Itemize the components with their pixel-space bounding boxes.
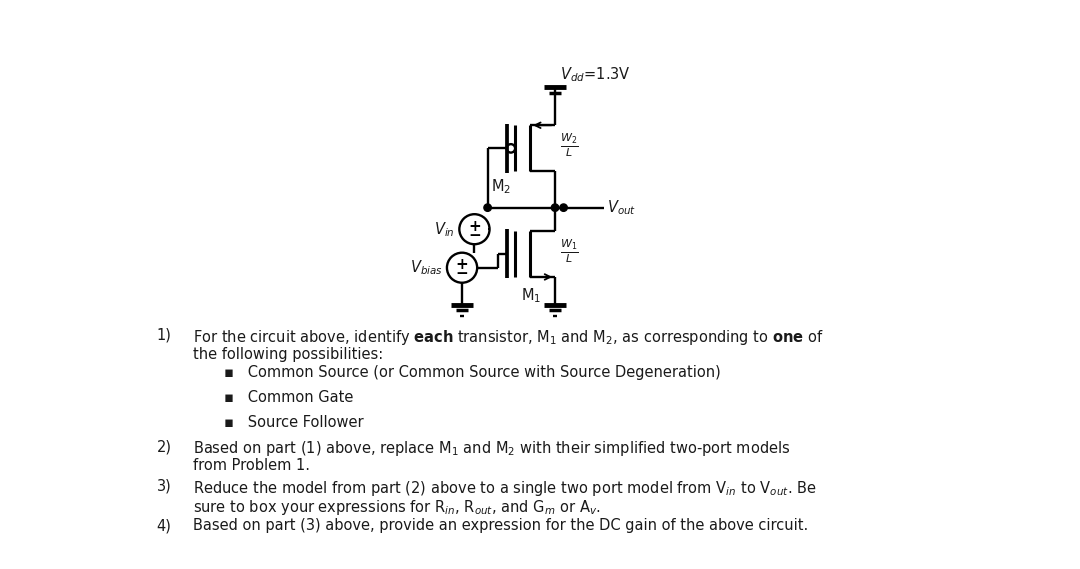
Text: from Problem 1.: from Problem 1. <box>193 458 310 473</box>
Circle shape <box>484 204 491 211</box>
Text: $V_{dd}$=1.3V: $V_{dd}$=1.3V <box>559 65 631 84</box>
Text: 3): 3) <box>157 479 172 494</box>
Text: ▪   Common Gate: ▪ Common Gate <box>225 390 353 405</box>
Text: 4): 4) <box>157 518 172 533</box>
Text: 2): 2) <box>157 439 172 454</box>
Text: sure to box your expressions for R$_{in}$, R$_{out}$, and G$_m$ or A$_v$.: sure to box your expressions for R$_{in}… <box>193 497 600 517</box>
Text: $V_{in}$: $V_{in}$ <box>434 220 455 238</box>
Circle shape <box>551 204 558 211</box>
Text: M$_1$: M$_1$ <box>521 286 541 305</box>
Text: $V_{out}$: $V_{out}$ <box>607 199 636 217</box>
Text: −: − <box>468 228 481 243</box>
Text: Based on part (3) above, provide an expression for the DC gain of the above circ: Based on part (3) above, provide an expr… <box>193 518 808 533</box>
Text: 1): 1) <box>157 328 172 343</box>
Text: the following possibilities:: the following possibilities: <box>193 347 383 362</box>
Text: Reduce the model from part (2) above to a single two port model from V$_{in}$ to: Reduce the model from part (2) above to … <box>193 479 816 498</box>
Text: ▪   Common Source (or Common Source with Source Degeneration): ▪ Common Source (or Common Source with S… <box>225 365 720 381</box>
Text: $\frac{W_2}{L}$: $\frac{W_2}{L}$ <box>559 131 578 159</box>
Text: For the circuit above, identify $\mathbf{each}$ transistor, M$_1$ and M$_2$, as : For the circuit above, identify $\mathbf… <box>193 328 824 347</box>
Circle shape <box>559 204 567 211</box>
Text: $\frac{W_1}{L}$: $\frac{W_1}{L}$ <box>559 237 578 265</box>
Text: M$_2$: M$_2$ <box>491 178 512 196</box>
Text: +: + <box>468 218 481 234</box>
Text: $V_{bias}$: $V_{bias}$ <box>409 258 443 277</box>
Text: Based on part (1) above, replace M$_1$ and M$_2$ with their simplified two-port : Based on part (1) above, replace M$_1$ a… <box>193 439 791 458</box>
Text: −: − <box>456 266 469 281</box>
Text: ▪   Source Follower: ▪ Source Follower <box>225 415 364 430</box>
Text: +: + <box>456 257 469 272</box>
